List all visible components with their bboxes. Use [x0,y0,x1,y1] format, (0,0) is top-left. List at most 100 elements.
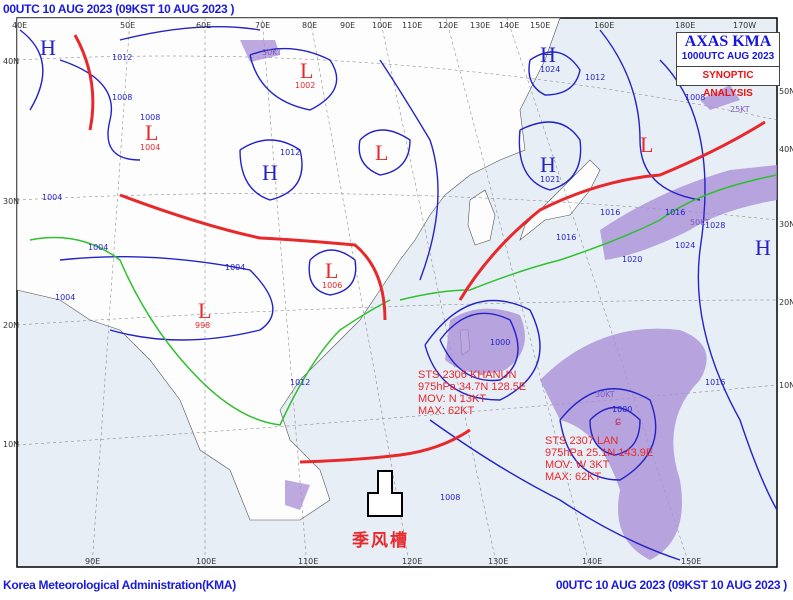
svg-text:1004: 1004 [42,193,62,202]
svg-text:90E: 90E [340,21,355,30]
svg-text:1008: 1008 [440,493,460,502]
high-center: H [540,152,556,177]
monsoon-trough-arrow [367,470,403,517]
typhoon-symbol-lan: ɕ [615,414,621,428]
svg-text:1008: 1008 [112,93,132,102]
footer-agency: Korea Meteorological Administration(KMA) [3,578,236,592]
svg-text:40N: 40N [3,57,19,66]
isobar-value-labels: 1012 1008 1012 1004 1004 1004 1004 1008 … [42,53,725,502]
low-center: L [198,298,211,323]
svg-text:140E: 140E [582,557,602,566]
svg-text:140E: 140E [499,21,519,30]
svg-text:110E: 110E [402,21,422,30]
low-center: L [145,120,158,145]
svg-text:1024: 1024 [540,65,560,74]
svg-text:30KT: 30KT [262,48,282,57]
svg-text:1002: 1002 [295,81,315,90]
svg-text:160E: 160E [594,21,614,30]
svg-text:975hPa 25.1N 143.9E: 975hPa 25.1N 143.9E [545,447,653,459]
svg-text:MOV: W 3KT: MOV: W 3KT [545,459,610,471]
svg-text:170W: 170W [733,21,756,30]
svg-text:30KT: 30KT [595,390,615,399]
footer-time: 00UTC 10 AUG 2023 (09KST 10 AUG 2023 ) [555,578,787,592]
graticule [16,17,778,568]
svg-text:60E: 60E [196,21,211,30]
title-agency: AXAS KMA [684,33,772,50]
svg-text:80E: 80E [302,21,317,30]
svg-text:1004: 1004 [88,243,108,252]
svg-text:50E: 50E [120,21,135,30]
high-center: H [262,160,278,185]
svg-text:70E: 70E [255,21,270,30]
svg-text:20N: 20N [779,298,793,307]
svg-text:90E: 90E [85,557,100,566]
svg-text:1020: 1020 [622,255,642,264]
low-center: L [325,258,338,283]
svg-text:180E: 180E [675,21,695,30]
asia-landmass [16,17,561,521]
svg-text:MOV: N 13KT: MOV: N 13KT [418,393,486,405]
svg-text:MAX: 62KT: MAX: 62KT [418,405,475,417]
svg-text:10N: 10N [779,381,793,390]
svg-text:1016: 1016 [600,208,620,217]
red-trough-lines [73,34,766,464]
high-center: H [540,42,556,67]
svg-text:1024: 1024 [675,241,695,250]
svg-text:40N: 40N [779,145,793,154]
svg-text:10N: 10N [3,440,19,449]
svg-text:130E: 130E [488,557,508,566]
svg-text:50N: 50N [779,87,793,96]
svg-text:1006: 1006 [322,281,342,290]
title-box: AXAS KMA 1000UTC AUG 2023 SYNOPTIC ANALY… [676,32,780,99]
axis-bottom-labels: 90E 100E 110E 120E 130E 140E 150E [85,557,701,566]
svg-text:1012: 1012 [280,148,300,157]
high-center: H [40,35,56,60]
svg-text:STS 2306 KHANUN: STS 2306 KHANUN [418,369,516,381]
svg-text:30N: 30N [779,220,793,229]
typhoon-areas [240,40,777,560]
svg-text:1004: 1004 [55,293,75,302]
svg-text:1012: 1012 [112,53,132,62]
svg-text:150E: 150E [530,21,550,30]
svg-text:150E: 150E [681,557,701,566]
monsoon-trough-label: 季风槽 [352,531,409,550]
svg-text:1012: 1012 [290,378,310,387]
svg-text:110E: 110E [298,557,318,566]
typhoon-info-lan: STS 2307 LAN 975hPa 25.1N 143.9E MOV: W … [545,435,653,483]
svg-text:975hPa 34.7N 128.5E: 975hPa 34.7N 128.5E [418,381,526,393]
low-center: L [640,132,653,157]
svg-text:40E: 40E [12,21,27,30]
svg-text:1016: 1016 [556,233,576,242]
pressure-centers: H L 1002 L 1004 H L L 1006 L 998 H 1021 … [40,35,771,330]
svg-text:100E: 100E [196,557,216,566]
svg-text:998: 998 [195,321,210,330]
svg-text:1004: 1004 [140,143,160,152]
svg-text:1028: 1028 [705,221,725,230]
svg-text:120E: 120E [438,21,458,30]
low-center: L [300,58,313,83]
axis-right-labels: 50N 40N 30N 20N 10N [779,87,793,390]
title-analysis: SYNOPTIC ANALYSIS [677,66,779,103]
axis-left-labels: 40N 30N 20N 10N [3,57,19,449]
svg-text:1000: 1000 [612,405,632,414]
svg-text:25KT: 25KT [730,105,750,114]
axis-top-labels: 40E 50E 60E 70E 80E 90E 100E 110E 120E 1… [12,21,756,30]
high-center: H [755,235,771,260]
svg-text:130E: 130E [470,21,490,30]
wind-speed-labels: 30KT 25KT 50KT 30KT [262,48,750,399]
svg-text:1000: 1000 [490,338,510,347]
svg-text:1008: 1008 [685,93,705,102]
svg-text:1012: 1012 [585,73,605,82]
svg-text:1004: 1004 [225,263,245,272]
svg-text:20N: 20N [3,321,19,330]
low-center: L [375,140,388,165]
isobars [19,25,778,561]
header-time: 00UTC 10 AUG 2023 (09KST 10 AUG 2023 ) [3,2,235,16]
svg-text:1008: 1008 [140,113,160,122]
svg-text:ɕ: ɕ [615,414,621,428]
svg-text:STS 2307 LAN: STS 2307 LAN [545,435,618,447]
svg-text:1021: 1021 [540,175,560,184]
svg-text:1016: 1016 [665,208,685,217]
svg-text:50KT: 50KT [690,218,710,227]
